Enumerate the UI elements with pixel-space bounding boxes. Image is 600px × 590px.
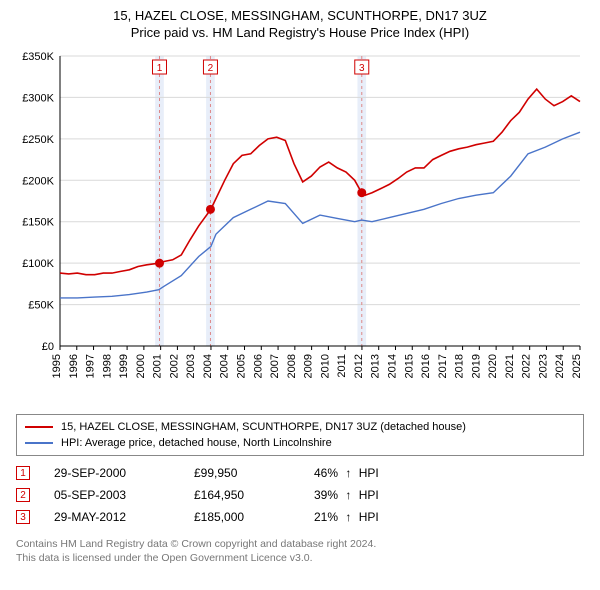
- svg-text:2021: 2021: [504, 354, 516, 378]
- svg-text:£150K: £150K: [22, 217, 54, 229]
- svg-text:3: 3: [359, 63, 365, 74]
- svg-text:2004: 2004: [219, 354, 231, 378]
- svg-text:1996: 1996: [68, 354, 80, 378]
- transaction-price: £185,000: [194, 510, 314, 524]
- chart-subtitle: Price paid vs. HM Land Registry's House …: [10, 25, 590, 40]
- transaction-hpi: 46% ↑ HPI: [314, 466, 379, 480]
- svg-text:£300K: £300K: [22, 92, 54, 104]
- svg-text:2016: 2016: [420, 354, 432, 378]
- svg-text:1: 1: [157, 63, 163, 74]
- svg-text:2017: 2017: [437, 354, 449, 378]
- svg-text:2009: 2009: [303, 354, 315, 378]
- transaction-row: 2 05-SEP-2003£164,95039% ↑ HPI: [16, 484, 584, 506]
- svg-text:2019: 2019: [470, 354, 482, 378]
- svg-text:£200K: £200K: [22, 175, 54, 187]
- svg-text:2002: 2002: [168, 354, 180, 378]
- svg-text:2005: 2005: [236, 354, 248, 378]
- svg-text:1998: 1998: [101, 354, 113, 378]
- chart-area: £0 £50K £100K £150K £200K £250K £300K £350K 1995…: [10, 46, 590, 406]
- transaction-date: 29-SEP-2000: [54, 466, 194, 480]
- transaction-marker: 2: [16, 488, 30, 502]
- svg-text:£100K: £100K: [22, 258, 54, 270]
- transaction-hpi: 39% ↑ HPI: [314, 488, 379, 502]
- legend-swatch: [25, 426, 53, 428]
- line-chart: £0 £50K £100K £150K £200K £250K £300K £350K 1995…: [10, 46, 590, 406]
- svg-text:2007: 2007: [269, 354, 281, 378]
- transaction-hpi: 21% ↑ HPI: [314, 510, 379, 524]
- legend: 15, HAZEL CLOSE, MESSINGHAM, SCUNTHORPE,…: [16, 414, 584, 456]
- svg-text:2011: 2011: [336, 354, 348, 378]
- legend-item: 15, HAZEL CLOSE, MESSINGHAM, SCUNTHORPE,…: [25, 419, 575, 435]
- transaction-marker: 1: [16, 466, 30, 480]
- transaction-price: £99,950: [194, 466, 314, 480]
- transaction-date: 05-SEP-2003: [54, 488, 194, 502]
- svg-text:1995: 1995: [51, 354, 63, 378]
- svg-text:2004: 2004: [202, 354, 214, 378]
- transaction-row: 1 29-SEP-2000£99,95046% ↑ HPI: [16, 462, 584, 484]
- transaction-row: 3 29-MAY-2012£185,00021% ↑ HPI: [16, 506, 584, 528]
- svg-text:£0: £0: [42, 341, 54, 353]
- svg-text:2010: 2010: [319, 354, 331, 378]
- svg-text:2024: 2024: [554, 354, 566, 378]
- svg-text:2022: 2022: [521, 354, 533, 378]
- svg-text:2015: 2015: [403, 354, 415, 378]
- footer-text: Contains HM Land Registry data © Crown c…: [16, 538, 584, 565]
- legend-label: HPI: Average price, detached house, Nort…: [61, 437, 332, 449]
- up-arrow-icon: ↑: [345, 488, 351, 502]
- svg-text:2: 2: [208, 63, 214, 74]
- svg-text:2012: 2012: [353, 354, 365, 378]
- svg-text:2025: 2025: [571, 354, 583, 378]
- svg-text:£50K: £50K: [28, 300, 54, 312]
- footer-line-2: This data is licensed under the Open Gov…: [16, 552, 584, 566]
- chart-title: 15, HAZEL CLOSE, MESSINGHAM, SCUNTHORPE,…: [10, 8, 590, 23]
- svg-text:2001: 2001: [152, 354, 164, 378]
- svg-text:2013: 2013: [370, 354, 382, 378]
- legend-item: HPI: Average price, detached house, Nort…: [25, 435, 575, 451]
- up-arrow-icon: ↑: [345, 466, 351, 480]
- svg-text:2006: 2006: [252, 354, 264, 378]
- svg-text:2014: 2014: [386, 354, 398, 378]
- svg-text:£350K: £350K: [22, 51, 54, 63]
- transaction-price: £164,950: [194, 488, 314, 502]
- svg-text:1997: 1997: [85, 354, 97, 378]
- svg-text:2000: 2000: [135, 354, 147, 378]
- svg-text:1999: 1999: [118, 354, 130, 378]
- legend-swatch: [25, 442, 53, 444]
- transaction-marker: 3: [16, 510, 30, 524]
- svg-text:2020: 2020: [487, 354, 499, 378]
- svg-text:2008: 2008: [286, 354, 298, 378]
- transaction-date: 29-MAY-2012: [54, 510, 194, 524]
- svg-text:£250K: £250K: [22, 134, 54, 146]
- svg-text:2023: 2023: [537, 354, 549, 378]
- transactions-table: 1 29-SEP-2000£99,95046% ↑ HPI 2 05-SEP-2003…: [16, 462, 584, 528]
- up-arrow-icon: ↑: [345, 510, 351, 524]
- svg-text:2003: 2003: [185, 354, 197, 378]
- svg-text:2018: 2018: [454, 354, 466, 378]
- legend-label: 15, HAZEL CLOSE, MESSINGHAM, SCUNTHORPE,…: [61, 421, 466, 433]
- footer-line-1: Contains HM Land Registry data © Crown c…: [16, 538, 584, 552]
